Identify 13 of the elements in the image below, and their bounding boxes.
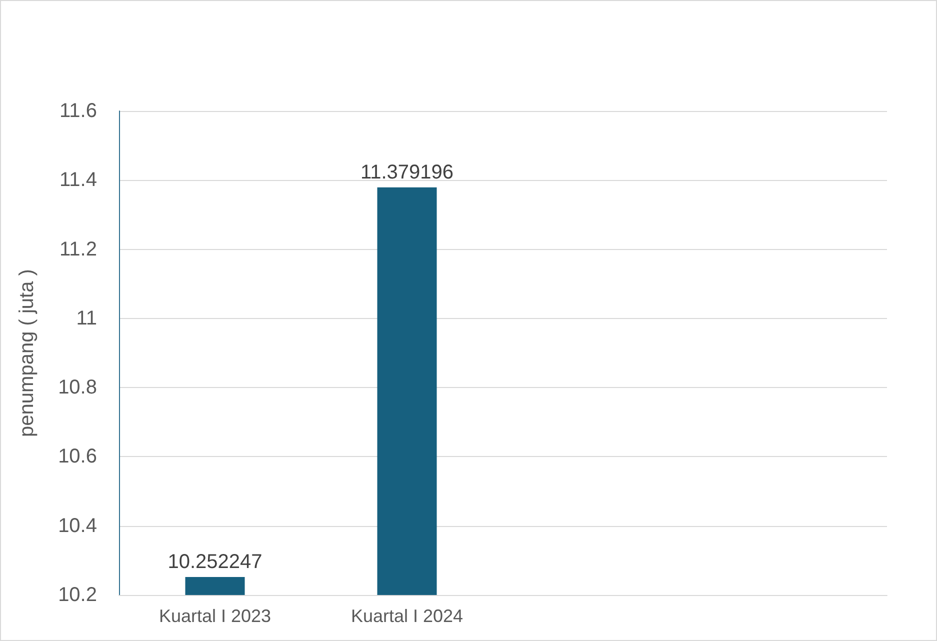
y-tick-label: 11.4 bbox=[60, 169, 97, 192]
y-tick-label: 11 bbox=[76, 307, 97, 330]
y-axis-title: penumpang ( juta ) bbox=[16, 269, 38, 437]
x-tick-label: Kuartal I 2023 bbox=[158, 606, 272, 626]
x-tick-label: Kuartal I 2024 bbox=[350, 606, 464, 626]
data-label: 11.379196 bbox=[360, 161, 454, 184]
y-tick-label: 10.6 bbox=[58, 446, 97, 468]
y-tick-label: 10.2 bbox=[58, 584, 97, 606]
y-tick-label: 11.6 bbox=[60, 100, 97, 122]
y-tick-label: 10.4 bbox=[58, 514, 97, 537]
data-label: 10.252247 bbox=[168, 550, 262, 573]
y-tick-label: 10.8 bbox=[58, 376, 97, 399]
y-tick-label: 11.2 bbox=[60, 238, 97, 260]
